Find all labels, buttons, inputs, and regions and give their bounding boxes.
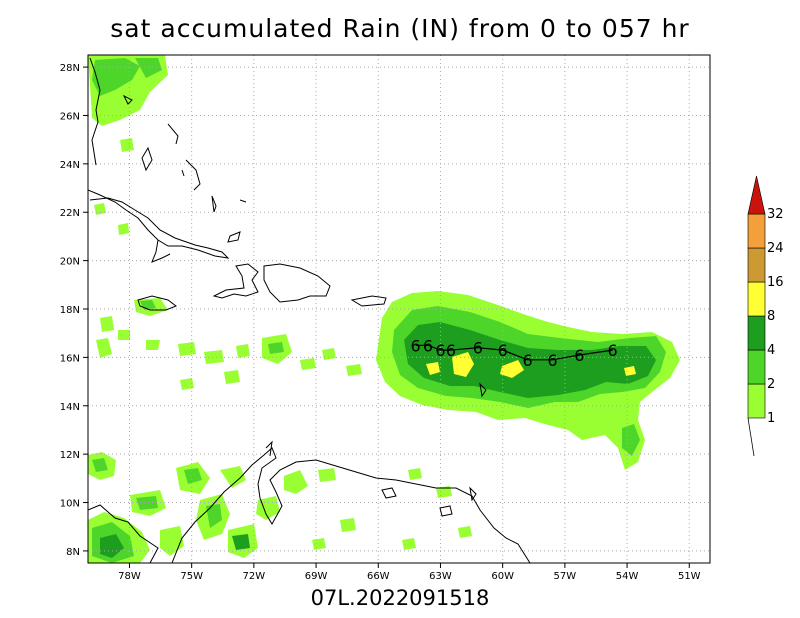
tropical-storm-icon: 6	[446, 341, 456, 360]
x-tick-label: 66W	[367, 571, 390, 582]
colorbar-top-arrow	[747, 175, 766, 215]
page-title: sat accumulated Rain (IN) from 0 to 057 …	[110, 14, 690, 43]
colorbar-label: 32	[767, 207, 784, 222]
tropical-storm-icon: 6	[410, 336, 420, 355]
y-tick-label: 20N	[60, 257, 80, 268]
colorbar-label: 4	[767, 343, 775, 358]
y-tick-label: 26N	[60, 111, 80, 122]
y-tick-label: 18N	[60, 305, 80, 316]
x-tick-label: 63W	[429, 571, 452, 582]
tropical-storm-icon: 6	[547, 351, 557, 370]
y-tick-label: 24N	[60, 160, 80, 171]
x-tick-label: 75W	[180, 571, 203, 582]
y-tick-label: 22N	[60, 208, 80, 219]
y-tick-label: 10N	[60, 499, 80, 510]
rain-swath-heavy	[426, 362, 440, 375]
rain-swath-heavy	[624, 366, 636, 376]
colorbar-segment	[747, 247, 766, 283]
tropical-storm-icon: 6	[522, 351, 532, 370]
y-tick-label: 16N	[60, 353, 80, 364]
colorbar-segment	[747, 383, 766, 419]
colorbar-label: 8	[767, 309, 775, 324]
x-tick-label: 72W	[243, 571, 266, 582]
tropical-storm-icon: 6	[607, 341, 617, 360]
rain-swath-heavy	[500, 360, 524, 378]
x-tick-label: 54W	[616, 571, 639, 582]
tropical-storm-icon: 6	[473, 339, 483, 358]
colorbar-label: 16	[767, 275, 784, 290]
colorbar-label: 1	[767, 411, 775, 426]
rain-swath-heavy	[452, 352, 474, 377]
colorbar-label: 2	[767, 377, 775, 392]
storm-track-line	[415, 344, 613, 361]
footer-label: 07L.2022091518	[310, 586, 490, 610]
grid-lines	[88, 55, 710, 563]
x-tick-label: 69W	[305, 571, 328, 582]
tropical-storm-icon: 6	[435, 341, 445, 360]
y-tick-label: 14N	[60, 402, 80, 413]
tropical-storm-icon: 6	[423, 336, 433, 355]
axis-ticks: 78W 75W 72W 69W 66W 63W 60W 57W 54W 51W 8N 10N 12N 14…	[60, 63, 701, 582]
coastlines	[88, 57, 531, 563]
tropical-storm-icon: 6	[574, 346, 584, 365]
colorbar-bottom-tail	[747, 417, 755, 457]
colorbar-segment	[747, 349, 766, 385]
y-tick-label: 28N	[60, 63, 80, 74]
y-tick-label: 12N	[60, 450, 80, 461]
colorbar-segment	[747, 213, 766, 249]
colorbar-segment	[747, 315, 766, 351]
x-tick-label: 51W	[678, 571, 701, 582]
colorbar-segment	[747, 281, 766, 317]
tropical-storm-icon: 6	[498, 341, 508, 360]
x-tick-label: 78W	[118, 571, 141, 582]
colorbar-label: 24	[767, 241, 784, 256]
y-tick-label: 8N	[66, 547, 80, 558]
x-tick-label: 57W	[554, 571, 577, 582]
x-tick-label: 60W	[491, 571, 514, 582]
